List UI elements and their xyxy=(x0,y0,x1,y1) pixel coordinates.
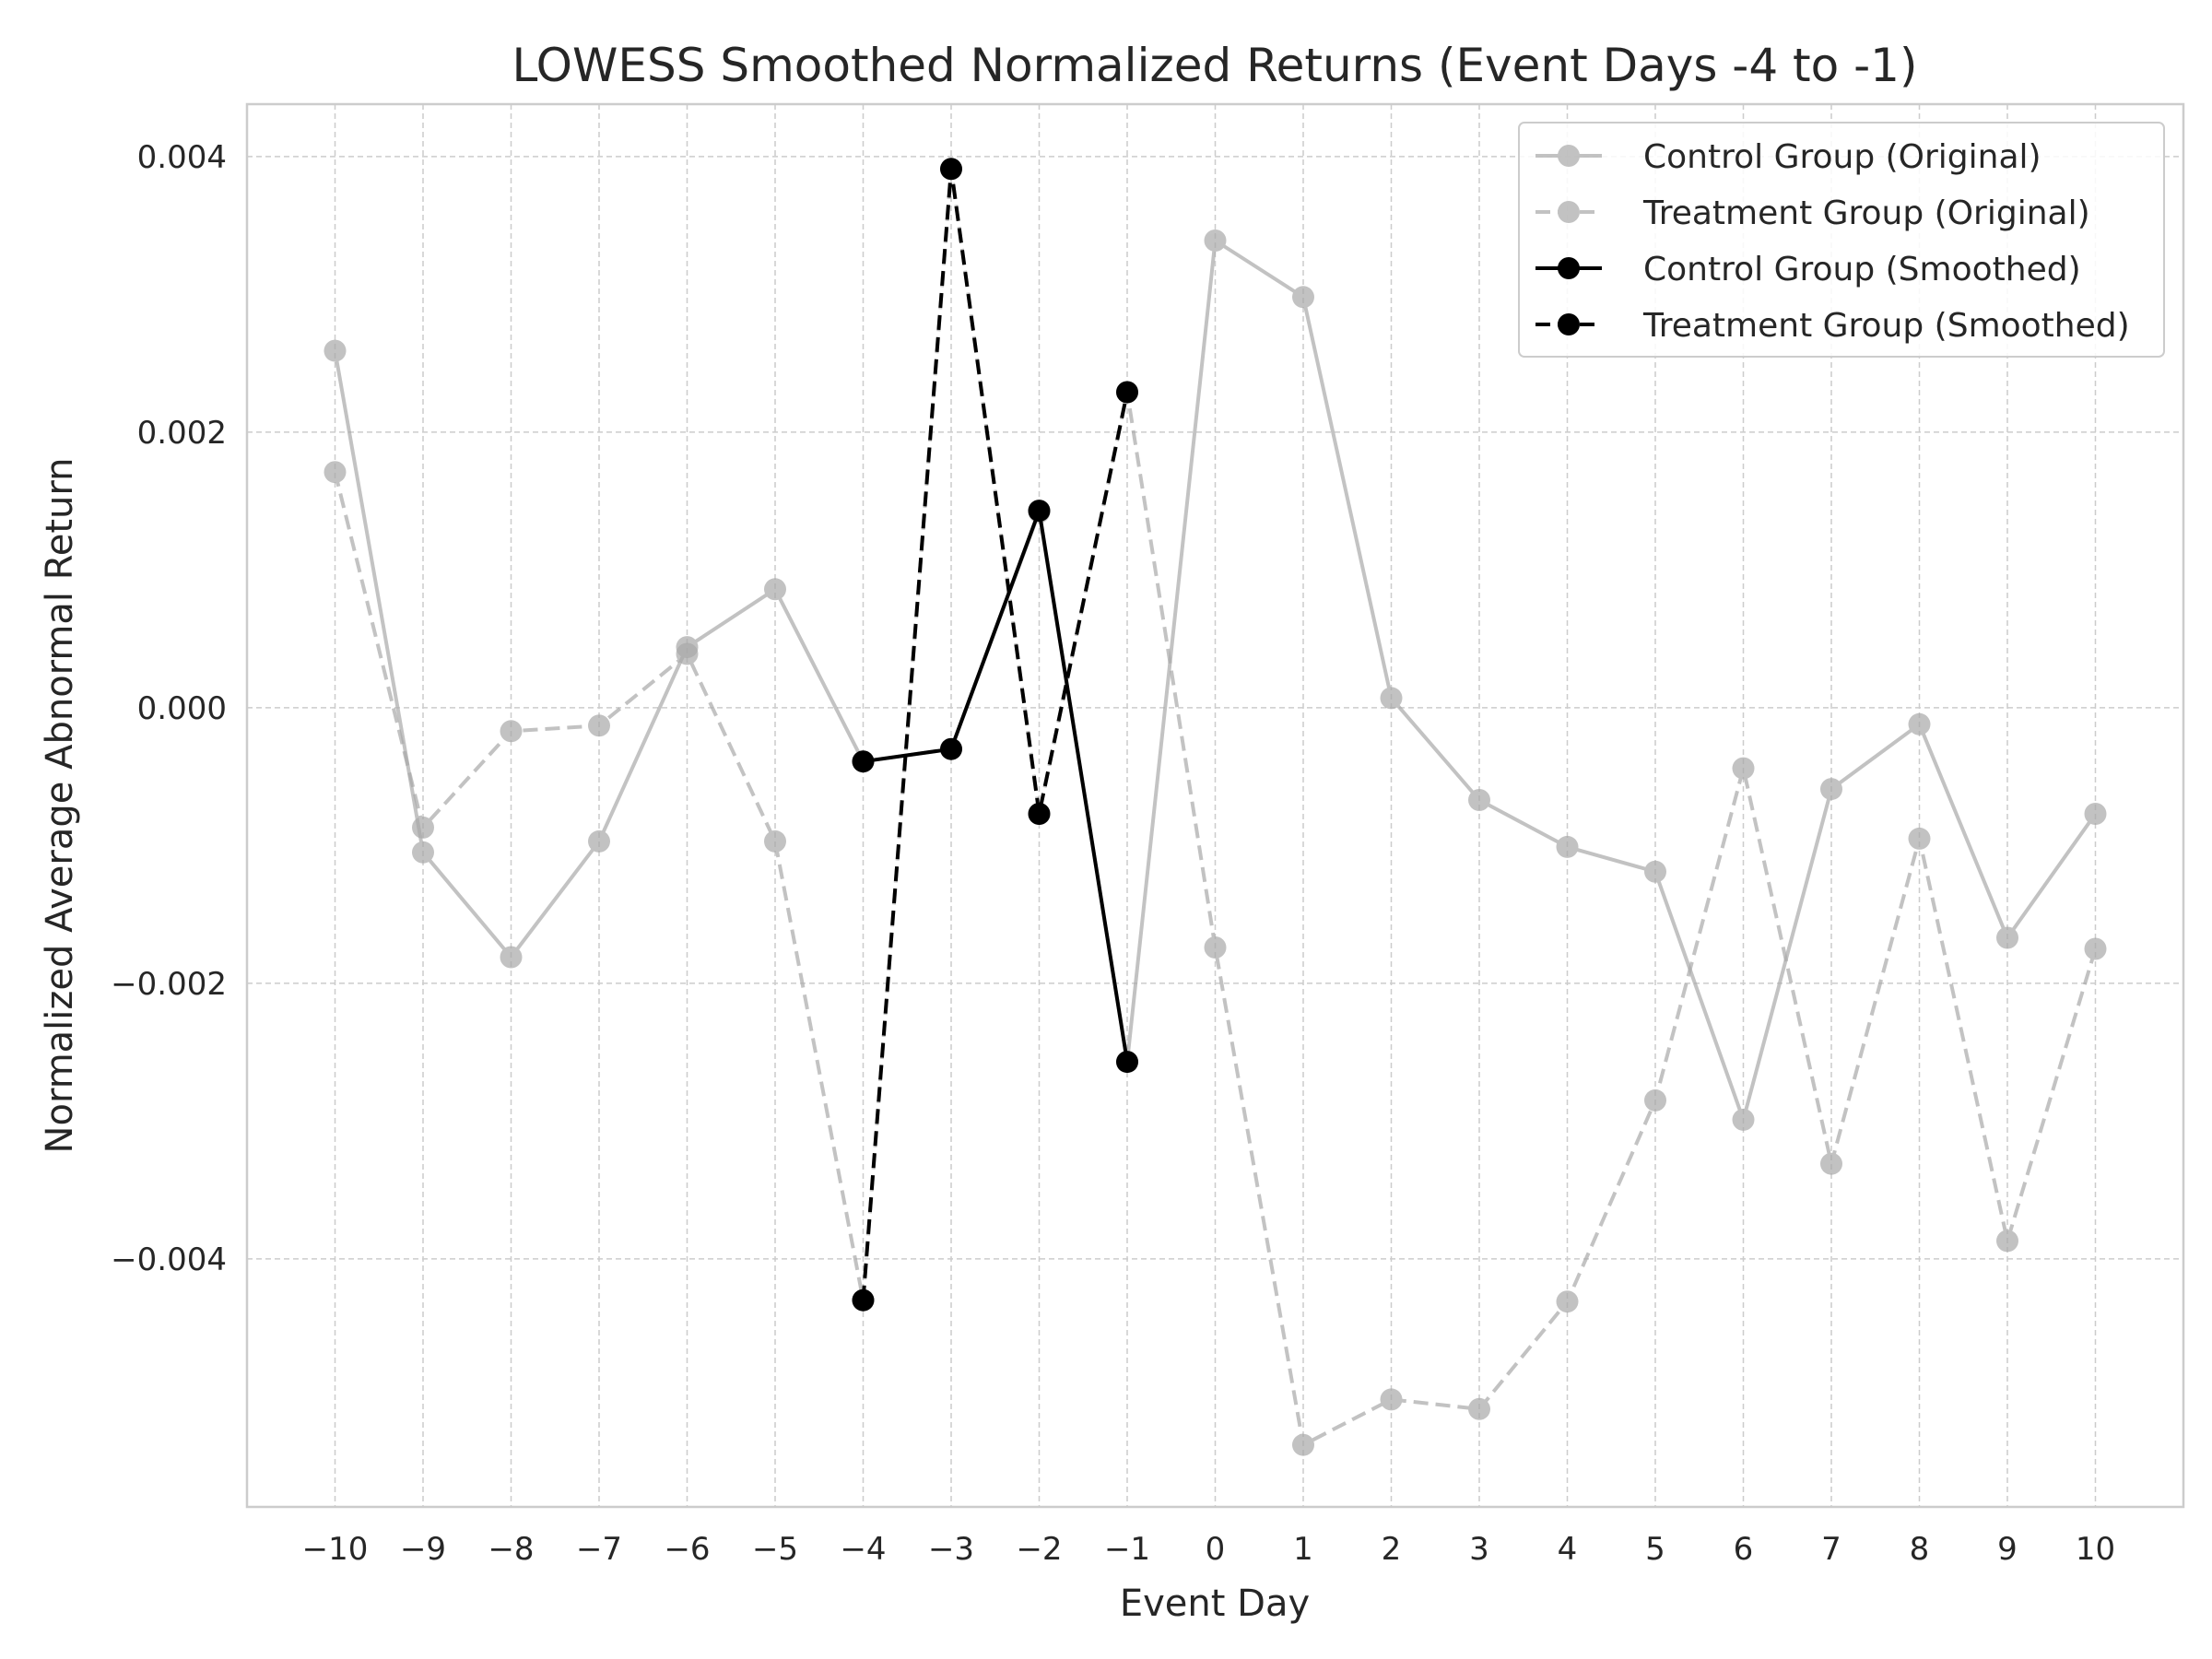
data-point xyxy=(1116,381,1138,404)
data-point xyxy=(1908,712,1931,735)
legend-box xyxy=(1518,122,2165,358)
x-tick-label: 6 xyxy=(1734,1531,1754,1568)
x-tick-label: 0 xyxy=(1206,1531,1226,1568)
x-tick-label: 9 xyxy=(1997,1531,2018,1568)
legend-label: Treatment Group (Original) xyxy=(1642,194,2090,232)
data-point xyxy=(1468,789,1490,811)
data-point xyxy=(324,339,347,362)
series-line xyxy=(333,167,2098,1447)
data-point xyxy=(1644,1088,1666,1112)
x-tick-label: −4 xyxy=(840,1531,886,1568)
y-tick-label: 0.000 xyxy=(137,690,227,727)
data-point xyxy=(1556,1290,1579,1313)
chart-title: LOWESS Smoothed Normalized Returns (Even… xyxy=(512,39,1918,92)
data-point xyxy=(676,642,699,665)
data-point xyxy=(324,461,347,484)
data-point xyxy=(1380,1388,1403,1411)
x-tick-label: −9 xyxy=(400,1531,446,1568)
data-point xyxy=(1732,1108,1755,1131)
data-point xyxy=(1468,1397,1490,1420)
x-tick-labels: −10 −9 −8 −7 −6 −5 −4 −3 −2 −1 0 1 2 3 4 5 6 7 8 9 10 xyxy=(302,1531,2116,1568)
x-tick-label: −1 xyxy=(1104,1531,1150,1568)
data-point xyxy=(1380,687,1403,710)
data-point xyxy=(2084,803,2107,825)
data-point xyxy=(500,720,523,743)
data-point xyxy=(852,750,875,773)
x-tick-label: 1 xyxy=(1293,1531,1313,1568)
legend: Control Group (Original) Treatment Group … xyxy=(1518,122,2165,358)
data-point xyxy=(1996,926,2018,949)
data-point xyxy=(940,158,962,181)
data-point xyxy=(764,578,786,601)
data-point xyxy=(852,1288,875,1312)
series-line xyxy=(861,167,1129,1300)
legend-marker xyxy=(1558,145,1580,167)
x-tick-label: −6 xyxy=(664,1531,710,1568)
x-tick-label: −2 xyxy=(1016,1531,1062,1568)
data-point xyxy=(1028,500,1051,523)
legend-label: Control Group (Smoothed) xyxy=(1643,251,2081,288)
legend-marker xyxy=(1558,313,1580,335)
x-tick-label: −7 xyxy=(576,1531,622,1568)
x-tick-label: 4 xyxy=(1558,1531,1578,1568)
legend-entry xyxy=(1535,145,1602,167)
data-point xyxy=(2084,937,2107,960)
data-point xyxy=(412,841,434,864)
x-axis-label: Event Day xyxy=(1120,1583,1310,1625)
y-tick-label: 0.004 xyxy=(137,139,227,176)
y-tick-label: 0.002 xyxy=(137,415,227,452)
data-point xyxy=(764,830,786,853)
y-tick-label: −0.002 xyxy=(111,966,227,1003)
data-point xyxy=(1732,757,1755,780)
legend-marker xyxy=(1558,257,1580,279)
plot-frame xyxy=(245,102,2185,1509)
data-point xyxy=(1556,835,1579,858)
data-point xyxy=(500,946,523,969)
data-point xyxy=(1292,1433,1314,1456)
data-point xyxy=(1908,827,1931,850)
data-point xyxy=(1820,778,1842,801)
y-axis-label: Normalized Average Abnormal Return xyxy=(39,458,81,1154)
data-point xyxy=(1204,229,1227,252)
legend-entry xyxy=(1535,257,1602,279)
series-line xyxy=(863,509,1129,1063)
x-tick-label: 5 xyxy=(1645,1531,1665,1568)
legend-marker xyxy=(1558,201,1580,223)
x-tick-label: 10 xyxy=(2076,1531,2115,1568)
x-tick-label: −8 xyxy=(488,1531,534,1568)
x-tick-label: 7 xyxy=(1821,1531,1841,1568)
data-point xyxy=(588,830,610,853)
series-3 xyxy=(852,500,1138,1074)
data-point xyxy=(1116,1051,1138,1074)
data-point xyxy=(940,737,962,760)
data-point xyxy=(1028,803,1051,825)
legend-label: Treatment Group (Smoothed) xyxy=(1642,307,2130,345)
x-tick-label: 2 xyxy=(1382,1531,1402,1568)
y-tick-label: −0.004 xyxy=(111,1241,227,1278)
data-point xyxy=(412,816,434,839)
legend-entry xyxy=(1535,201,1602,223)
data-point xyxy=(1996,1230,2018,1253)
x-tick-label: −5 xyxy=(752,1531,798,1568)
x-tick-label: 3 xyxy=(1469,1531,1489,1568)
data-point xyxy=(1644,860,1666,883)
data-point xyxy=(1820,1152,1842,1175)
data-point xyxy=(588,714,610,737)
series-layer xyxy=(324,158,2107,1456)
x-tick-label: −3 xyxy=(928,1531,974,1568)
data-point xyxy=(1204,936,1227,959)
y-tick-labels: −0.004 −0.002 0.000 0.002 0.004 xyxy=(111,139,227,1278)
legend-label: Control Group (Original) xyxy=(1643,138,2041,176)
x-tick-label: 8 xyxy=(1910,1531,1930,1568)
series-4 xyxy=(852,158,1138,1312)
legend-entry xyxy=(1535,313,1602,335)
data-point xyxy=(1292,286,1314,309)
x-tick-label: −10 xyxy=(302,1531,369,1568)
